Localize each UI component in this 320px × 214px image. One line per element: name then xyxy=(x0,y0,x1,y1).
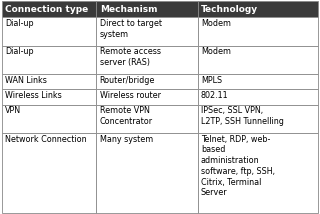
Bar xyxy=(96,17,198,46)
Text: Mechanism: Mechanism xyxy=(100,5,157,14)
Text: IPSec, SSL VPN,
L2TP, SSH Tunnelling: IPSec, SSL VPN, L2TP, SSH Tunnelling xyxy=(201,106,284,126)
Text: Dial-up: Dial-up xyxy=(5,47,33,56)
Text: Wireless router: Wireless router xyxy=(100,91,161,100)
Bar xyxy=(96,46,198,74)
Text: Remote access
server (RAS): Remote access server (RAS) xyxy=(100,47,161,67)
Bar xyxy=(96,74,198,89)
Text: Telnet, RDP, web-
based
administration
software, ftp, SSH,
Citrix, Terminal
Serv: Telnet, RDP, web- based administration s… xyxy=(201,135,275,197)
Bar xyxy=(198,133,318,213)
Text: Remote VPN
Concentrator: Remote VPN Concentrator xyxy=(100,106,153,126)
Text: Direct to target
system: Direct to target system xyxy=(100,19,162,39)
Text: Network Connection: Network Connection xyxy=(5,135,86,144)
Bar xyxy=(198,74,318,89)
Bar xyxy=(198,89,318,105)
Text: Dial-up: Dial-up xyxy=(5,19,33,28)
Text: 802.11: 802.11 xyxy=(201,91,228,100)
Text: Wireless Links: Wireless Links xyxy=(5,91,61,100)
Text: Connection type: Connection type xyxy=(5,5,88,14)
Text: Modem: Modem xyxy=(201,47,231,56)
Bar xyxy=(2,1,96,17)
Bar xyxy=(2,17,96,46)
Text: Many system: Many system xyxy=(100,135,153,144)
Text: Modem: Modem xyxy=(201,19,231,28)
Bar xyxy=(2,46,96,74)
Bar xyxy=(96,105,198,133)
Bar xyxy=(2,74,96,89)
Bar xyxy=(2,89,96,105)
Text: WAN Links: WAN Links xyxy=(5,76,47,85)
Bar xyxy=(198,17,318,46)
Text: VPN: VPN xyxy=(5,106,21,115)
Bar xyxy=(2,133,96,213)
Bar xyxy=(198,46,318,74)
Bar xyxy=(96,1,198,17)
Bar xyxy=(198,1,318,17)
Bar xyxy=(198,105,318,133)
Bar xyxy=(96,89,198,105)
Bar xyxy=(2,105,96,133)
Bar xyxy=(96,133,198,213)
Text: MPLS: MPLS xyxy=(201,76,222,85)
Text: Technology: Technology xyxy=(201,5,258,14)
Text: Router/bridge: Router/bridge xyxy=(100,76,155,85)
